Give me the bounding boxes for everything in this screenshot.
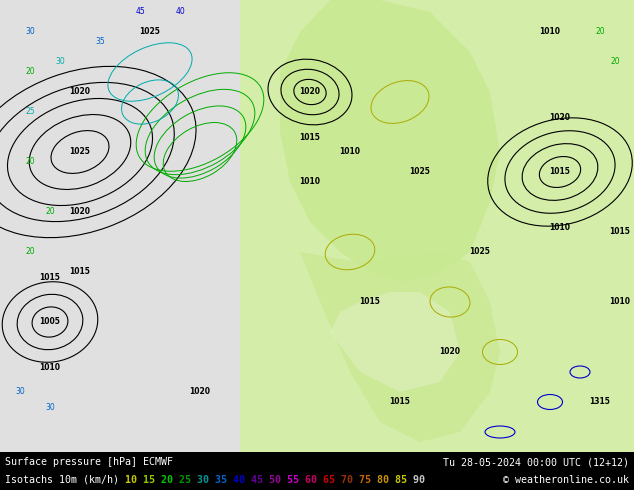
Text: 1020: 1020 [70, 88, 91, 97]
Polygon shape [280, 0, 500, 282]
Text: 40: 40 [175, 7, 185, 17]
Text: 1020: 1020 [299, 88, 321, 97]
Text: 1015: 1015 [299, 132, 320, 142]
Text: 1010: 1010 [299, 177, 321, 187]
Text: 45: 45 [251, 475, 269, 485]
Text: 1010: 1010 [339, 147, 361, 156]
Text: 75: 75 [359, 475, 377, 485]
Text: 10: 10 [125, 475, 143, 485]
Text: 1010: 1010 [39, 363, 60, 371]
Text: 1015: 1015 [609, 227, 630, 237]
Text: 55: 55 [287, 475, 305, 485]
Text: 1020: 1020 [190, 388, 210, 396]
Text: 1025: 1025 [470, 247, 491, 256]
Text: © weatheronline.co.uk: © weatheronline.co.uk [503, 475, 629, 485]
Text: 1015: 1015 [39, 272, 60, 281]
Text: 85: 85 [395, 475, 413, 485]
Text: Isotachs 10m (km/h): Isotachs 10m (km/h) [5, 475, 125, 485]
Text: 20: 20 [595, 27, 605, 36]
Text: 20: 20 [25, 247, 35, 256]
Text: 35: 35 [95, 38, 105, 47]
Text: 1010: 1010 [540, 27, 560, 36]
Text: 1005: 1005 [39, 318, 60, 326]
Text: 25: 25 [25, 107, 35, 117]
Text: 1015: 1015 [550, 168, 571, 176]
Text: 80: 80 [377, 475, 395, 485]
Text: 20: 20 [45, 207, 55, 217]
Text: 1020: 1020 [439, 347, 460, 357]
Text: 20: 20 [610, 57, 620, 67]
Bar [0, 0, 240, 452]
Text: 30: 30 [45, 402, 55, 412]
Polygon shape [330, 292, 460, 392]
Text: 50: 50 [269, 475, 287, 485]
Text: 20: 20 [25, 157, 35, 167]
Text: 70: 70 [341, 475, 359, 485]
Text: 20: 20 [25, 68, 35, 76]
Bar [240, 0, 634, 452]
Text: 45: 45 [135, 7, 145, 17]
Polygon shape [300, 252, 500, 442]
Text: 1315: 1315 [590, 397, 611, 407]
Text: 1015: 1015 [70, 268, 91, 276]
Text: 30: 30 [197, 475, 215, 485]
Text: 25: 25 [179, 475, 197, 485]
Text: 1015: 1015 [359, 297, 380, 307]
Text: 60: 60 [305, 475, 323, 485]
Text: 30: 30 [55, 57, 65, 67]
Text: 1010: 1010 [609, 297, 630, 307]
Text: 30: 30 [15, 388, 25, 396]
Text: 1010: 1010 [550, 222, 571, 231]
Text: 1020: 1020 [550, 113, 571, 122]
Text: 1025: 1025 [70, 147, 91, 156]
Text: 40: 40 [233, 475, 251, 485]
Text: 1025: 1025 [139, 27, 160, 36]
Text: 35: 35 [215, 475, 233, 485]
Text: 15: 15 [143, 475, 161, 485]
Text: 65: 65 [323, 475, 341, 485]
Text: 20: 20 [161, 475, 179, 485]
Text: 1015: 1015 [389, 397, 410, 407]
Text: Surface pressure [hPa] ECMWF: Surface pressure [hPa] ECMWF [5, 457, 173, 467]
Text: 30: 30 [25, 27, 35, 36]
Text: 1020: 1020 [70, 207, 91, 217]
Text: 90: 90 [413, 475, 431, 485]
Text: 1025: 1025 [410, 168, 430, 176]
Text: Tu 28-05-2024 00:00 UTC (12+12): Tu 28-05-2024 00:00 UTC (12+12) [443, 457, 629, 467]
